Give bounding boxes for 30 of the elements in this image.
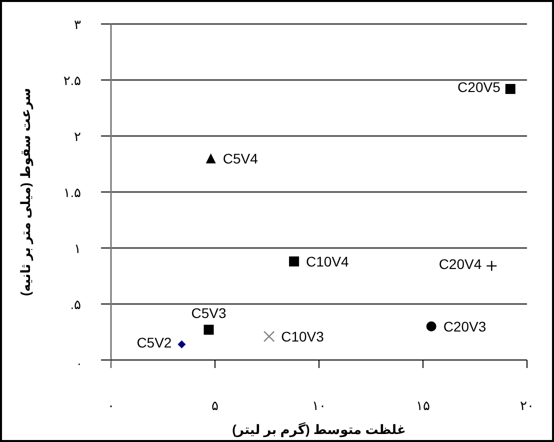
series-label: C5V2 xyxy=(136,334,172,350)
series-label: C5V3 xyxy=(191,304,226,321)
y-tick-label: ۱.۵ xyxy=(63,185,82,200)
point xyxy=(426,321,436,332)
series-label: C10V3 xyxy=(281,328,324,344)
point xyxy=(505,84,516,94)
y-tick-label: .۵ xyxy=(70,297,81,312)
point xyxy=(486,260,498,272)
series-label: C10V4 xyxy=(306,253,350,270)
x-tick-label: ۰ xyxy=(108,398,114,413)
series-label: C20V3 xyxy=(443,318,486,334)
y-tick-label: ۲ xyxy=(74,129,82,144)
x-tick-label: ۱۵ xyxy=(416,398,430,413)
point xyxy=(263,330,275,342)
point xyxy=(289,256,300,266)
y-tick-label: ۲.۵ xyxy=(63,73,82,88)
point xyxy=(206,153,216,164)
y-tick-label: ۳ xyxy=(74,17,82,32)
x-axis-title: غلظت متوسط (گرم بر لیتر) xyxy=(232,422,406,438)
series-label: C5V4 xyxy=(222,150,258,166)
y-tick-label: ۱ xyxy=(74,241,81,256)
y-tick-label: . xyxy=(77,353,81,368)
x-tick-label: ۲۰ xyxy=(520,398,534,413)
x-tick-label: ۵ xyxy=(212,398,219,413)
point xyxy=(178,340,186,348)
series-label: C20V5 xyxy=(458,78,501,95)
x-tick-label: ۱۰ xyxy=(312,398,326,413)
y-axis-title: سرعت سقوط (میلی متر بر ثانیه) xyxy=(18,88,34,296)
point xyxy=(204,324,214,335)
series-label: C20V4 xyxy=(438,256,482,272)
